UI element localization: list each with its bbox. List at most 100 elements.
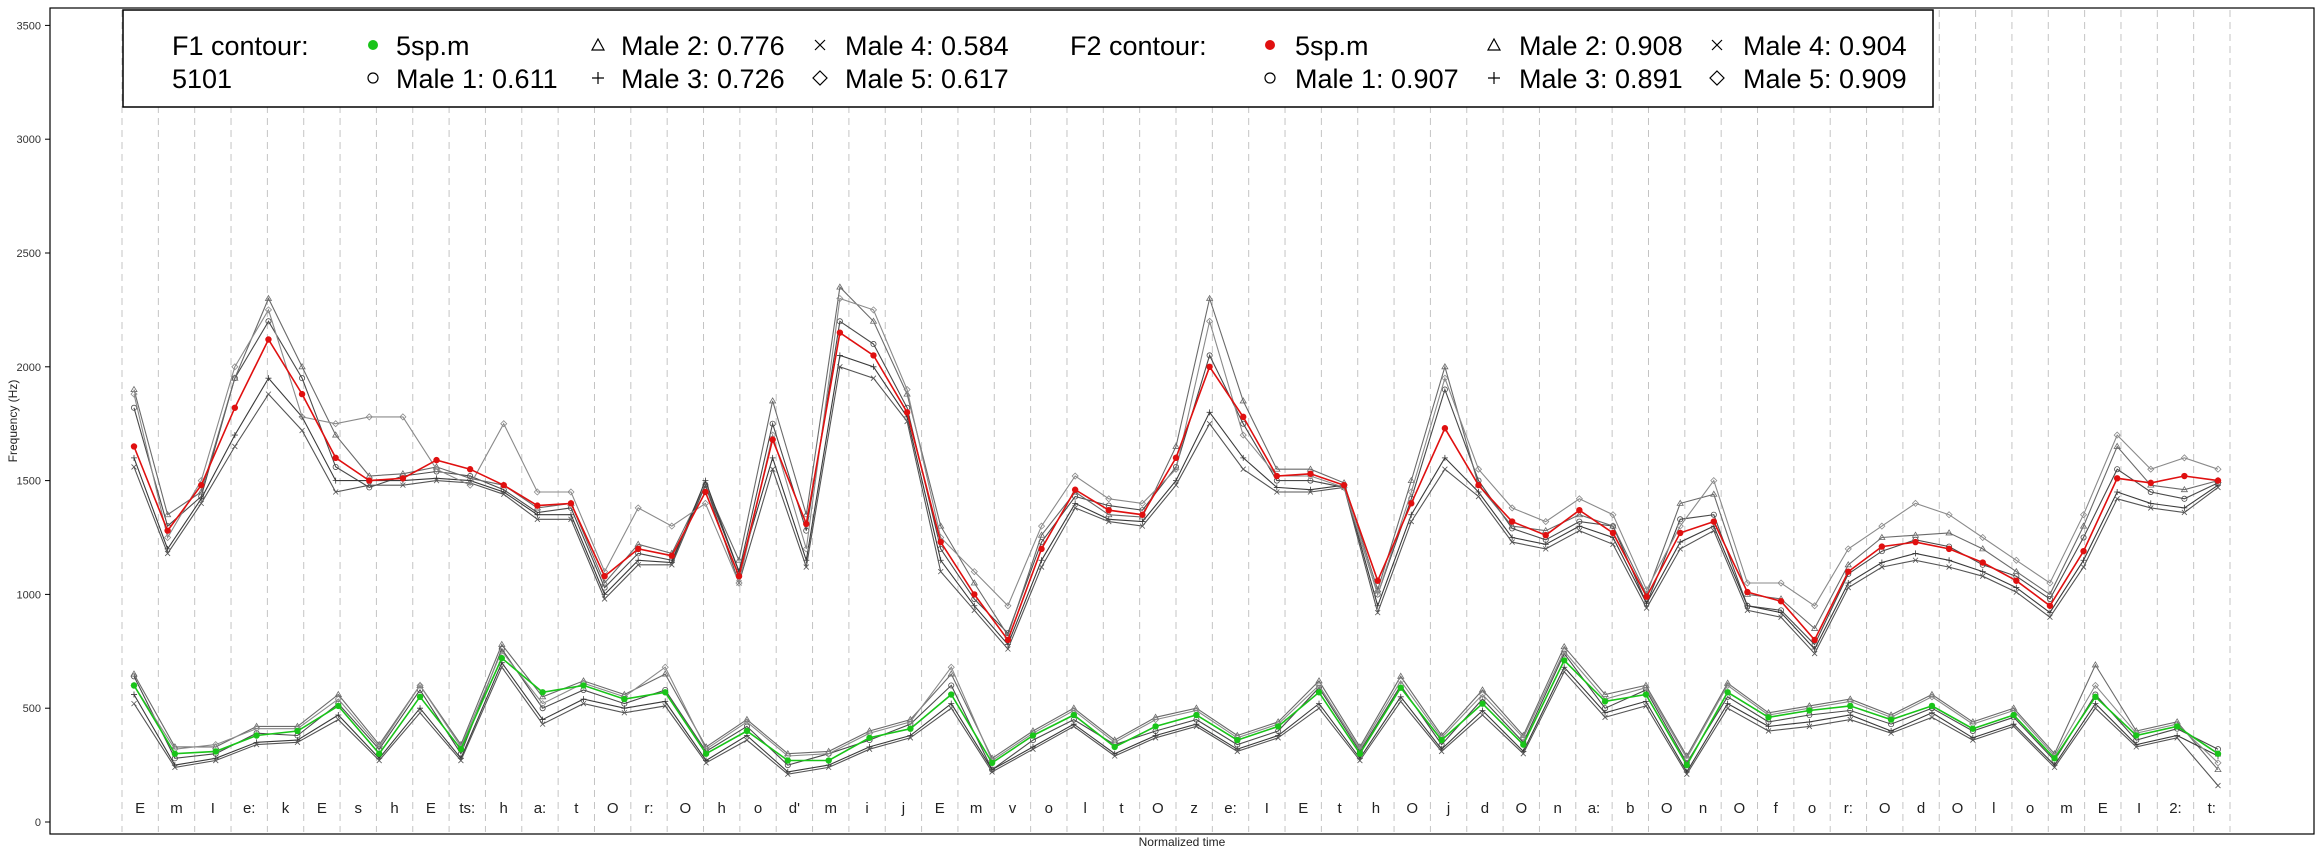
legend: F1 contour: 5101 5sp.m Male 1: 0.611 Mal… xyxy=(122,9,1934,108)
data-point xyxy=(1275,735,1281,741)
data-point xyxy=(130,390,138,398)
series-line xyxy=(133,661,2219,773)
data-point xyxy=(299,427,305,434)
legend-f2-male3-marker xyxy=(1488,72,1500,84)
segment-label: O xyxy=(1734,800,1746,817)
data-point xyxy=(621,709,628,716)
data-point xyxy=(1357,757,1363,764)
data-point xyxy=(212,748,219,755)
data-point xyxy=(2214,765,2222,773)
segment-label: E xyxy=(935,800,945,817)
data-point xyxy=(1408,500,1415,507)
data-point xyxy=(1408,511,1415,518)
segment-label: t xyxy=(1119,800,1124,817)
data-point xyxy=(1139,511,1146,518)
data-point xyxy=(2133,732,2140,739)
data-point xyxy=(1945,529,1953,536)
segment-label: s xyxy=(354,800,362,817)
data-point xyxy=(500,491,507,498)
data-point xyxy=(1683,754,1691,762)
segment-label: E xyxy=(135,800,145,817)
data-point xyxy=(2181,495,2188,502)
data-point xyxy=(947,670,955,677)
data-point xyxy=(1509,539,1515,545)
segment-label: d xyxy=(1917,800,1925,817)
data-point xyxy=(1240,413,1247,421)
data-point xyxy=(735,556,743,563)
data-point xyxy=(2181,509,2188,516)
data-point xyxy=(1928,702,1936,710)
data-point xyxy=(1643,605,1650,611)
data-point xyxy=(164,527,171,534)
data-point xyxy=(567,511,574,518)
legend-f1-male4-label: Male 4: 0.584 xyxy=(845,31,1009,61)
data-point xyxy=(2080,557,2087,564)
data-point xyxy=(1542,532,1549,539)
data-point xyxy=(197,488,205,495)
data-point xyxy=(2046,590,2054,597)
data-point xyxy=(2012,567,2021,575)
data-point xyxy=(971,602,978,609)
data-point xyxy=(661,663,669,671)
data-point xyxy=(332,489,339,495)
data-point xyxy=(400,482,406,488)
data-point xyxy=(1139,518,1146,525)
data-point xyxy=(1979,545,1987,552)
data-point xyxy=(335,702,342,710)
data-point xyxy=(1307,489,1314,495)
data-point xyxy=(662,703,668,709)
data-point xyxy=(1173,482,1179,488)
data-point xyxy=(702,750,710,757)
data-point xyxy=(1847,712,1854,719)
segment-label: ts: xyxy=(459,800,475,817)
data-point xyxy=(1005,646,1011,652)
data-point xyxy=(836,294,844,303)
data-point xyxy=(784,757,792,764)
data-point xyxy=(2113,475,2121,482)
data-point xyxy=(668,522,676,530)
segment-label: t: xyxy=(2208,800,2216,817)
segment-label: n xyxy=(1553,800,1561,817)
data-point xyxy=(2013,577,2020,584)
data-point xyxy=(294,727,301,735)
legend-f1-male4-marker xyxy=(814,39,826,51)
data-point xyxy=(1273,465,1281,472)
data-point xyxy=(131,700,137,707)
segment-label: j xyxy=(901,800,905,817)
data-point xyxy=(2013,589,2020,595)
data-point xyxy=(1888,730,1894,737)
data-point xyxy=(498,664,505,671)
data-point xyxy=(2092,700,2099,707)
data-point xyxy=(1442,466,1448,473)
data-point xyxy=(332,477,339,484)
data-point xyxy=(2012,556,2020,564)
segment-label: r: xyxy=(644,800,653,817)
data-point xyxy=(1845,580,1852,587)
data-point xyxy=(2215,782,2221,789)
data-point xyxy=(1111,753,1118,759)
data-point xyxy=(1071,723,1077,730)
data-point xyxy=(1273,472,1281,480)
data-point xyxy=(212,741,220,749)
data-point xyxy=(198,481,205,489)
data-point xyxy=(836,283,844,290)
data-point xyxy=(1710,477,1718,485)
data-point xyxy=(298,390,306,398)
data-point xyxy=(1878,533,1886,540)
data-point xyxy=(1710,511,1717,518)
data-point xyxy=(2180,485,2189,493)
data-point xyxy=(433,477,440,484)
data-point xyxy=(600,579,609,586)
data-point xyxy=(332,420,340,428)
data-point xyxy=(988,759,996,767)
data-point xyxy=(366,477,373,484)
data-point xyxy=(231,374,239,381)
data-point xyxy=(2133,744,2140,750)
series-f2-5sp-m xyxy=(130,329,2222,644)
data-point xyxy=(1724,681,1732,690)
data-point xyxy=(1643,703,1649,709)
data-point xyxy=(1071,472,1079,480)
data-point xyxy=(232,443,238,450)
data-point xyxy=(769,454,776,461)
plot-frame xyxy=(49,7,2315,835)
